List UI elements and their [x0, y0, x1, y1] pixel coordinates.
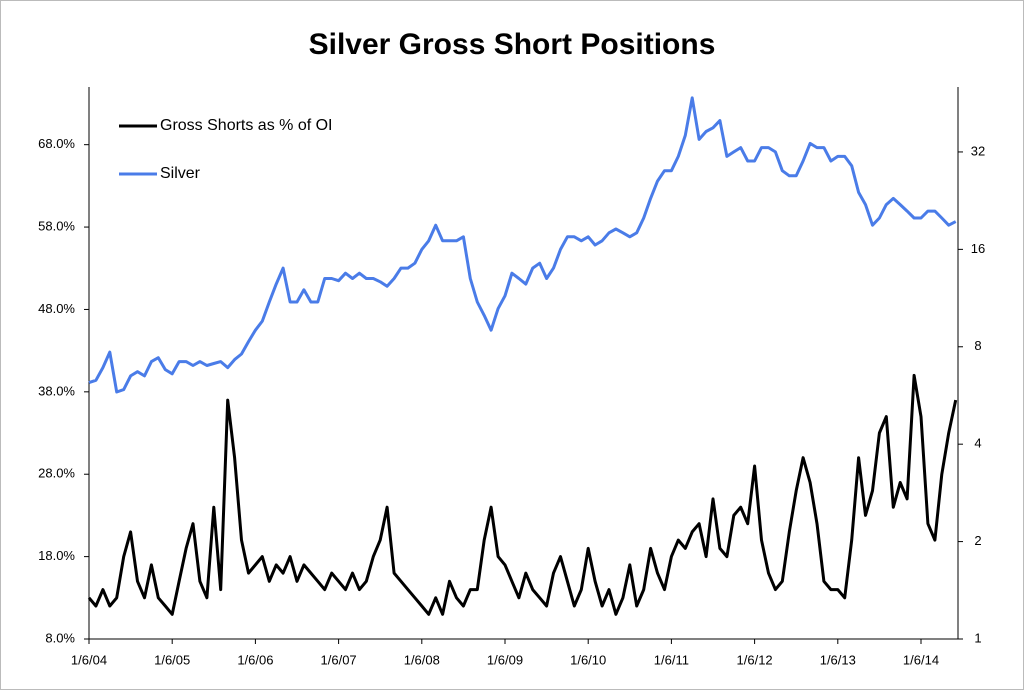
y-tick-label: 58.0%	[38, 218, 75, 233]
x-tick-label: 1/6/14	[903, 652, 939, 667]
y-tick-label: 68.0%	[38, 136, 75, 151]
x-tick-label: 1/6/11	[654, 652, 689, 667]
x-tick-label: 1/6/13	[820, 652, 856, 667]
x-tick-label: 1/6/07	[321, 652, 357, 667]
x-tick-label: 1/6/10	[570, 652, 606, 667]
x-tick-label: 1/6/04	[71, 652, 107, 667]
y2-tick-label: 16	[971, 241, 985, 256]
series-line	[87, 373, 958, 616]
series-line	[88, 96, 957, 394]
y-tick-label: 28.0%	[38, 466, 75, 481]
y2-tick-label: 4	[974, 436, 981, 451]
x-tick-label: 1/6/12	[737, 652, 773, 667]
x-tick-label: 1/6/09	[487, 652, 523, 667]
y2-tick-label: 8	[974, 338, 981, 353]
y2-tick-label: 2	[974, 533, 981, 548]
y2-tick-label: 32	[971, 143, 985, 158]
y2-tick-label: 1	[974, 630, 981, 645]
y-tick-label: 38.0%	[38, 383, 75, 398]
x-tick-label: 1/6/05	[154, 652, 190, 667]
legend-label: Gross Shorts as % of OI	[160, 117, 333, 134]
y-tick-label: 8.0%	[45, 630, 75, 645]
x-tick-label: 1/6/06	[237, 652, 273, 667]
chart-title: Silver Gross Short Positions	[309, 28, 716, 61]
y-tick-label: 18.0%	[38, 548, 75, 563]
legend-label: Silver	[160, 165, 201, 182]
x-tick-label: 1/6/08	[404, 652, 440, 667]
y-tick-label: 48.0%	[38, 301, 75, 316]
